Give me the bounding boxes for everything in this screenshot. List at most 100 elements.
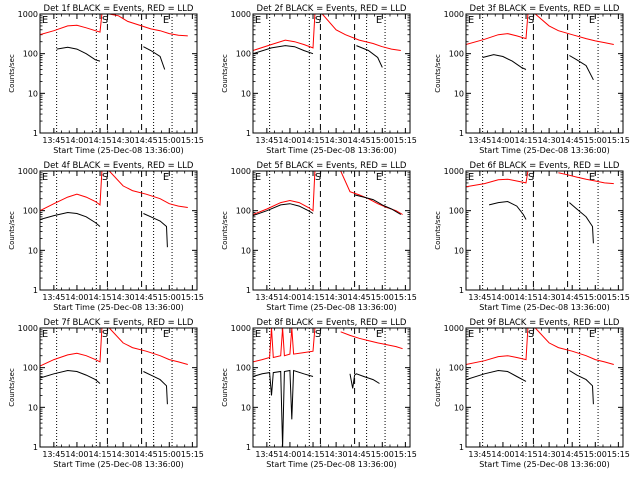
x-axis-label: Start Time (25-Dec-08 13:36:00) [53,460,184,469]
y-tick-label: 1 [246,286,251,295]
y-tick-label: 1 [459,286,464,295]
y-tick-label: 1000 [444,167,464,176]
marker-s: S [315,15,321,26]
plot-frame [252,170,411,291]
marker-e-start: E [468,172,474,183]
detector-panel: Det 2f BLACK = Events, RED = LLD Counts/s… [221,4,417,155]
panel-title: Det 4f BLACK = Events, RED = LLD [44,161,194,171]
x-tick-label: 15:15 [607,136,630,145]
x-tick-label: 14:15 [88,293,111,302]
panel-title: Det 5f BLACK = Events, RED = LLD [257,161,407,171]
x-tick-label: 13:45 [42,136,65,145]
y-axis-label: Counts/sec [434,368,442,407]
x-axis-label: Start Time (25-Dec-08 13:36:00) [479,460,610,469]
x-tick-label: 14:45 [135,136,158,145]
x-tick-label: 15:15 [607,293,630,302]
x-axis-label: Start Time (25-Dec-08 13:36:00) [479,303,610,312]
x-axis-label: Start Time (25-Dec-08 13:36:00) [53,146,184,155]
x-axis-label: Start Time (25-Dec-08 13:36:00) [479,146,610,155]
x-tick-label: 14:00 [278,293,301,302]
marker-e-start: E [468,329,474,340]
x-tick-label: 13:45 [468,450,491,459]
x-tick-label: 13:45 [42,450,65,459]
y-tick-label: 1000 [18,324,38,333]
detector-panel: Det 4f BLACK = Events, RED = LLD Counts/s… [8,161,204,312]
x-tick-label: 13:45 [255,450,278,459]
x-tick-label: 15:00 [584,450,607,459]
marker-e-start: E [255,172,261,183]
plot-frame [465,170,624,291]
marker-s: S [528,329,534,340]
y-tick-label: 1000 [444,324,464,333]
events-series-line [143,213,168,248]
lld-series-line [108,171,188,208]
y-tick-label: 10 [28,403,38,412]
x-tick-label: 14:30 [325,450,348,459]
y-axis-label: Counts/sec [434,211,442,250]
y-axis-label: Counts/sec [221,368,229,407]
marker-e: E [589,329,595,340]
x-tick-label: 15:00 [158,450,181,459]
x-tick-label: 14:30 [538,450,561,459]
y-tick-label: 100 [236,364,251,373]
plot-frame [252,13,411,134]
y-axis-label: Counts/sec [221,211,229,250]
y-axis-label: Counts/sec [8,54,16,93]
events-series-line [466,369,527,382]
events-series-line [569,370,594,405]
events-series-line [253,369,314,447]
panel-title: Det 1f BLACK = Events, RED = LLD [44,4,194,14]
events-series-line [569,55,594,81]
x-tick-label: 15:15 [181,293,204,302]
y-tick-label: 100 [449,207,464,216]
marker-e: E [163,329,169,340]
y-tick-label: 100 [23,50,38,59]
x-tick-label: 14:00 [65,450,88,459]
detector-panel: Det 8f BLACK = Events, RED = LLD Counts/s… [221,318,417,469]
x-tick-label: 15:00 [371,450,394,459]
x-tick-label: 14:45 [348,136,371,145]
x-tick-label: 13:45 [468,293,491,302]
events-series-line [482,54,527,70]
marker-e-start: E [42,15,48,26]
x-tick-label: 14:00 [491,136,514,145]
marker-s: S [528,172,534,183]
x-tick-label: 15:00 [371,136,394,145]
x-tick-label: 15:00 [584,293,607,302]
x-tick-label: 14:15 [514,450,537,459]
y-tick-label: 10 [241,89,251,98]
y-tick-label: 1000 [18,167,38,176]
marker-e: E [376,15,382,26]
x-tick-label: 14:30 [325,136,348,145]
y-tick-label: 10 [454,246,464,255]
y-axis-label: Counts/sec [434,54,442,93]
events-series-line [143,371,168,405]
x-tick-label: 15:00 [158,136,181,145]
x-tick-label: 15:00 [371,293,394,302]
x-tick-label: 15:15 [607,450,630,459]
plot-frame [39,327,198,448]
events-series-line [40,211,101,227]
lld-series-line [534,328,614,365]
x-tick-label: 14:00 [278,450,301,459]
events-series-line [349,373,380,389]
lld-series-line [253,14,316,51]
marker-s: S [315,329,321,340]
detector-panel: Det 7f BLACK = Events, RED = LLD Counts/s… [8,318,204,469]
events-series-line [253,203,314,217]
y-tick-label: 100 [449,364,464,373]
marker-e: E [163,15,169,26]
y-tick-label: 100 [236,207,251,216]
detector-panel: Det 9f BLACK = Events, RED = LLD Counts/s… [434,318,630,469]
events-series-line [569,202,594,244]
y-tick-label: 1 [33,286,38,295]
plot-frame [39,170,198,291]
lld-series-line [40,171,103,212]
lld-series-line [321,14,401,51]
x-tick-label: 14:15 [514,136,537,145]
x-axis-label: Start Time (25-Dec-08 13:36:00) [266,460,397,469]
marker-e: E [376,329,382,340]
y-tick-label: 1000 [231,324,251,333]
marker-s: S [315,172,321,183]
marker-e-start: E [468,15,474,26]
